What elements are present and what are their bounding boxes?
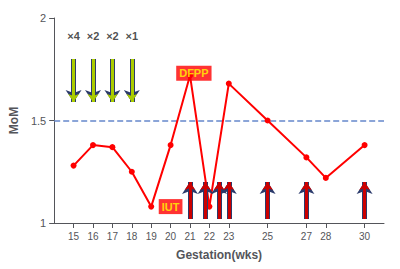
svg-text:Gestation(wks): Gestation(wks) <box>176 248 262 262</box>
svg-text:16: 16 <box>87 231 99 242</box>
svg-text:28: 28 <box>320 231 332 242</box>
svg-text:30: 30 <box>359 231 371 242</box>
svg-text:22: 22 <box>204 231 216 242</box>
svg-text:×2: ×2 <box>106 30 119 42</box>
svg-text:27: 27 <box>301 231 313 242</box>
svg-text:25: 25 <box>262 231 274 242</box>
svg-text:17: 17 <box>107 231 119 242</box>
svg-text:1.5: 1.5 <box>31 115 46 127</box>
svg-text:×4: ×4 <box>67 30 80 42</box>
svg-text:DFPP: DFPP <box>179 67 208 79</box>
svg-text:×1: ×1 <box>126 30 139 42</box>
svg-text:18: 18 <box>126 231 138 242</box>
svg-text:1: 1 <box>40 217 46 229</box>
svg-text:23: 23 <box>223 231 235 242</box>
svg-text:×2: ×2 <box>87 30 100 42</box>
svg-text:MoM: MoM <box>7 107 21 134</box>
svg-text:IUT: IUT <box>162 201 180 213</box>
svg-text:20: 20 <box>165 231 177 242</box>
svg-text:21: 21 <box>184 231 196 242</box>
svg-text:2: 2 <box>40 12 46 24</box>
svg-text:15: 15 <box>68 231 80 242</box>
svg-text:19: 19 <box>146 231 158 242</box>
